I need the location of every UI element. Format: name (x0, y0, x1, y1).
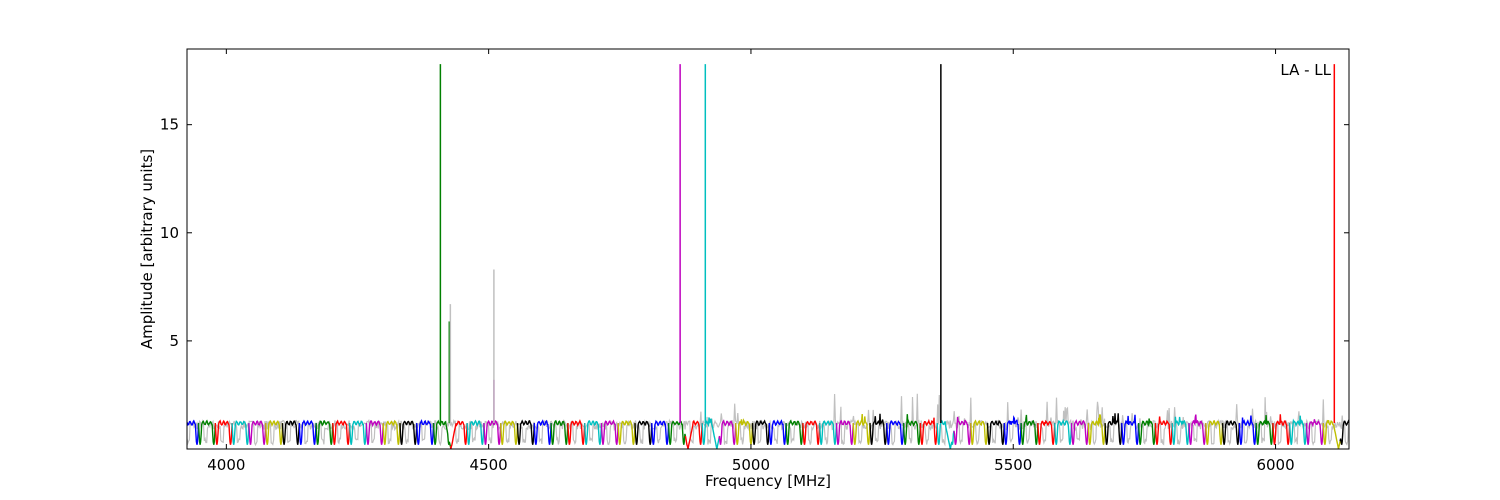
series-band (1020, 414, 1039, 445)
series-band (768, 419, 787, 445)
series-band (819, 420, 838, 445)
series-band (684, 419, 703, 449)
series-band (701, 417, 720, 449)
y-axis-label: Amplitude [arbitrary units] (138, 149, 156, 349)
series-band (1154, 416, 1173, 445)
series-band (735, 418, 754, 445)
series-band (718, 419, 737, 445)
series-band (986, 420, 1005, 445)
series-band (265, 419, 284, 445)
plot-frame (186, 48, 1350, 450)
series-band (500, 420, 519, 445)
series-band (281, 420, 300, 445)
series-band (1137, 418, 1157, 445)
series-band (600, 419, 619, 445)
series-band (533, 419, 552, 445)
series-band (869, 413, 888, 445)
x-tick-label: 4500 (470, 456, 508, 474)
series-band (432, 419, 452, 447)
x-tick-label: 4000 (207, 456, 245, 474)
axis-ticks: 4000 4500 5000 5500 6000 5 10 15 (160, 49, 1349, 474)
series-band (902, 414, 922, 445)
series-band (1289, 415, 1308, 445)
series-band (197, 419, 216, 445)
x-tick-label: 6000 (1256, 456, 1294, 474)
y-tick-label: 15 (160, 116, 179, 134)
series-band (231, 420, 250, 445)
series-band (466, 419, 485, 445)
series-band (449, 420, 468, 449)
series-band (567, 419, 586, 445)
series-band (785, 419, 804, 445)
series-band (1255, 415, 1274, 445)
series-band (550, 419, 569, 445)
series-band (315, 420, 334, 445)
series-band (399, 420, 418, 445)
series-band (835, 419, 854, 445)
plot-area (187, 64, 1349, 449)
x-tick-label: 5500 (994, 456, 1032, 474)
series-band (416, 418, 435, 445)
series-band (483, 419, 502, 445)
series-band (332, 419, 351, 445)
series-band (1188, 414, 1207, 445)
series-band (1087, 414, 1106, 445)
series-band (248, 420, 267, 445)
series-band (187, 419, 200, 445)
series-band (382, 419, 401, 445)
series-band (852, 413, 871, 445)
series-band (1205, 419, 1224, 445)
series-band (1121, 414, 1140, 445)
series-background (187, 393, 1349, 447)
series-band (214, 419, 233, 445)
series-band (667, 420, 687, 445)
y-tick-label: 10 (160, 224, 179, 242)
series-band (651, 419, 670, 445)
series-band (1305, 419, 1324, 445)
x-tick-label: 5000 (732, 456, 770, 474)
series-band (584, 420, 603, 445)
series-band (1054, 418, 1073, 445)
series-band (1272, 414, 1291, 445)
series-band (886, 420, 905, 445)
series-band (1238, 415, 1257, 445)
series-band (617, 419, 636, 445)
series-band (970, 419, 989, 445)
series-band (1221, 420, 1241, 445)
x-axis-label: Frequency [MHz] (705, 472, 831, 490)
y-tick-label: 5 (169, 332, 179, 350)
series-band (751, 419, 770, 445)
series-band (1003, 415, 1022, 445)
series-band (1171, 416, 1190, 445)
series-band (365, 419, 384, 445)
series-band (1322, 419, 1341, 449)
series-band (634, 420, 653, 445)
series-band (802, 420, 821, 445)
series-group (187, 64, 1349, 449)
series-band (936, 419, 955, 449)
series-band (919, 417, 938, 445)
series-band (1070, 419, 1089, 445)
series-band (298, 419, 317, 445)
series-band (1037, 419, 1056, 445)
series-band (348, 420, 368, 445)
series-band (516, 419, 535, 445)
annotation-label: LA - LL (1280, 61, 1331, 79)
series-band (1104, 413, 1123, 445)
series-band (953, 416, 972, 445)
